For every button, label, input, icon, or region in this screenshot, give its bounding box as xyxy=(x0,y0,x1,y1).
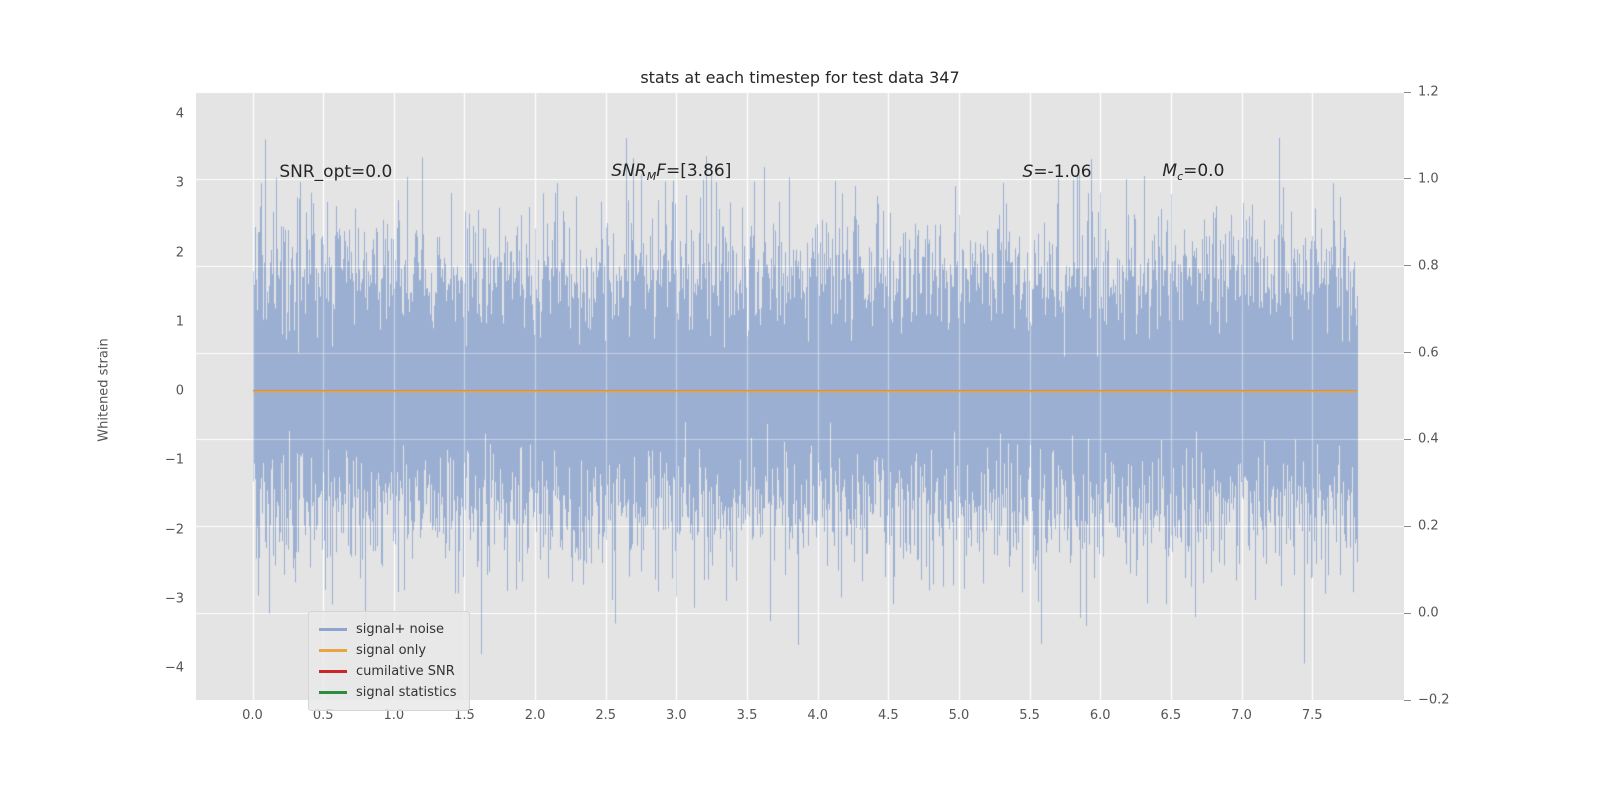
y-left-tick-label: 4 xyxy=(175,106,184,122)
y-right-tick-mark xyxy=(1404,178,1411,180)
y-right-tick-mark xyxy=(1404,525,1411,527)
stat-annotation-part: SNR xyxy=(611,160,647,181)
y-left-tick-label: 0 xyxy=(175,383,184,399)
y-left-tick-label: 3 xyxy=(175,175,184,191)
stat-annotation-part: =-1.06 xyxy=(1033,161,1092,182)
stat-annotation: SNRMF=[3.86] xyxy=(611,161,731,183)
stat-annotation: Mc=0.0 xyxy=(1162,161,1224,183)
y-left-tick-label: 1 xyxy=(175,314,184,330)
stat-annotation-part: =0.0 xyxy=(1183,160,1225,181)
y-right-tick-label: 0.8 xyxy=(1418,258,1439,274)
y-right-tick-label: 0.6 xyxy=(1418,345,1439,361)
legend-line-swatch xyxy=(319,670,347,673)
y-right-tick-mark xyxy=(1404,438,1411,440)
x-tick-label: 6.0 xyxy=(1089,708,1111,723)
y-right-tick-mark xyxy=(1404,352,1411,354)
stat-annotation-part: SNR_opt=0.0 xyxy=(279,161,393,182)
x-tick-label: 0.5 xyxy=(312,708,334,723)
y-right-tick-label: 0.2 xyxy=(1418,518,1439,534)
stat-annotation-part: M xyxy=(1162,160,1178,181)
y-right-tick-label: 0.0 xyxy=(1418,605,1439,621)
legend: signal+ noise signal only cumilative SNR si… xyxy=(308,611,470,711)
y-right-tick-mark xyxy=(1404,91,1411,93)
stat-annotation: SNR_opt=0.0 xyxy=(279,162,392,182)
x-tick-label: 5.5 xyxy=(1019,708,1040,723)
x-tick-label: 7.0 xyxy=(1231,708,1252,723)
y-left-tick-label: −2 xyxy=(164,522,184,538)
stat-annotation: S=-1.06 xyxy=(1023,162,1092,182)
legend-line-swatch xyxy=(319,628,347,631)
y-right-tick-label: −0.2 xyxy=(1418,692,1450,708)
stat-annotation-part: S xyxy=(1022,161,1034,182)
x-tick-label: 4.5 xyxy=(877,708,899,723)
legend-line-swatch xyxy=(319,649,347,652)
x-tick-label: 2.5 xyxy=(595,708,617,723)
x-tick-label: 5.0 xyxy=(948,708,970,723)
y-left-tick-label: −3 xyxy=(164,591,184,607)
y-right-tick-mark xyxy=(1404,265,1411,267)
stat-annotation-part: c xyxy=(1177,169,1184,183)
legend-label: cumilative SNR xyxy=(356,664,455,679)
x-tick-label: 6.5 xyxy=(1160,708,1182,723)
y-left-tick-label: −1 xyxy=(164,452,184,468)
x-tick-label: 3.5 xyxy=(736,708,758,723)
stat-annotation-part: =[3.86] xyxy=(665,160,732,181)
y-right-tick-label: 0.4 xyxy=(1418,431,1439,447)
y-left-tick-label: 2 xyxy=(175,245,184,261)
legend-item: signal only xyxy=(319,640,457,661)
x-tick-label: 7.5 xyxy=(1301,708,1323,723)
y-axis-label-left: Whitened strain xyxy=(96,338,112,442)
stat-annotation-part: M xyxy=(646,169,657,183)
x-tick-label: 4.0 xyxy=(807,708,828,723)
legend-item: signal+ noise xyxy=(319,619,457,640)
chart-title: stats at each timestep for test data 347 xyxy=(640,68,960,87)
x-tick-label: 2.0 xyxy=(524,708,546,723)
legend-label: signal only xyxy=(356,643,427,658)
legend-label: signal+ noise xyxy=(356,622,445,637)
y-right-tick-label: 1.2 xyxy=(1418,84,1439,100)
y-right-tick-mark xyxy=(1404,612,1411,614)
stat-annotation-part: F xyxy=(656,160,666,181)
x-tick-label: 1.0 xyxy=(383,708,405,723)
legend-item: cumilative SNR xyxy=(319,661,457,682)
legend-item: signal statistics xyxy=(319,682,457,703)
y-right-tick-label: 1.0 xyxy=(1418,171,1439,187)
plot-canvas xyxy=(196,92,1404,700)
legend-label: signal statistics xyxy=(356,685,457,700)
legend-line-swatch xyxy=(319,691,347,694)
x-tick-label: 3.0 xyxy=(666,708,687,723)
x-tick-label: 0.0 xyxy=(242,708,263,723)
x-tick-label: 1.5 xyxy=(454,708,475,723)
y-right-tick-mark xyxy=(1404,699,1411,701)
y-left-tick-label: −4 xyxy=(164,660,184,676)
